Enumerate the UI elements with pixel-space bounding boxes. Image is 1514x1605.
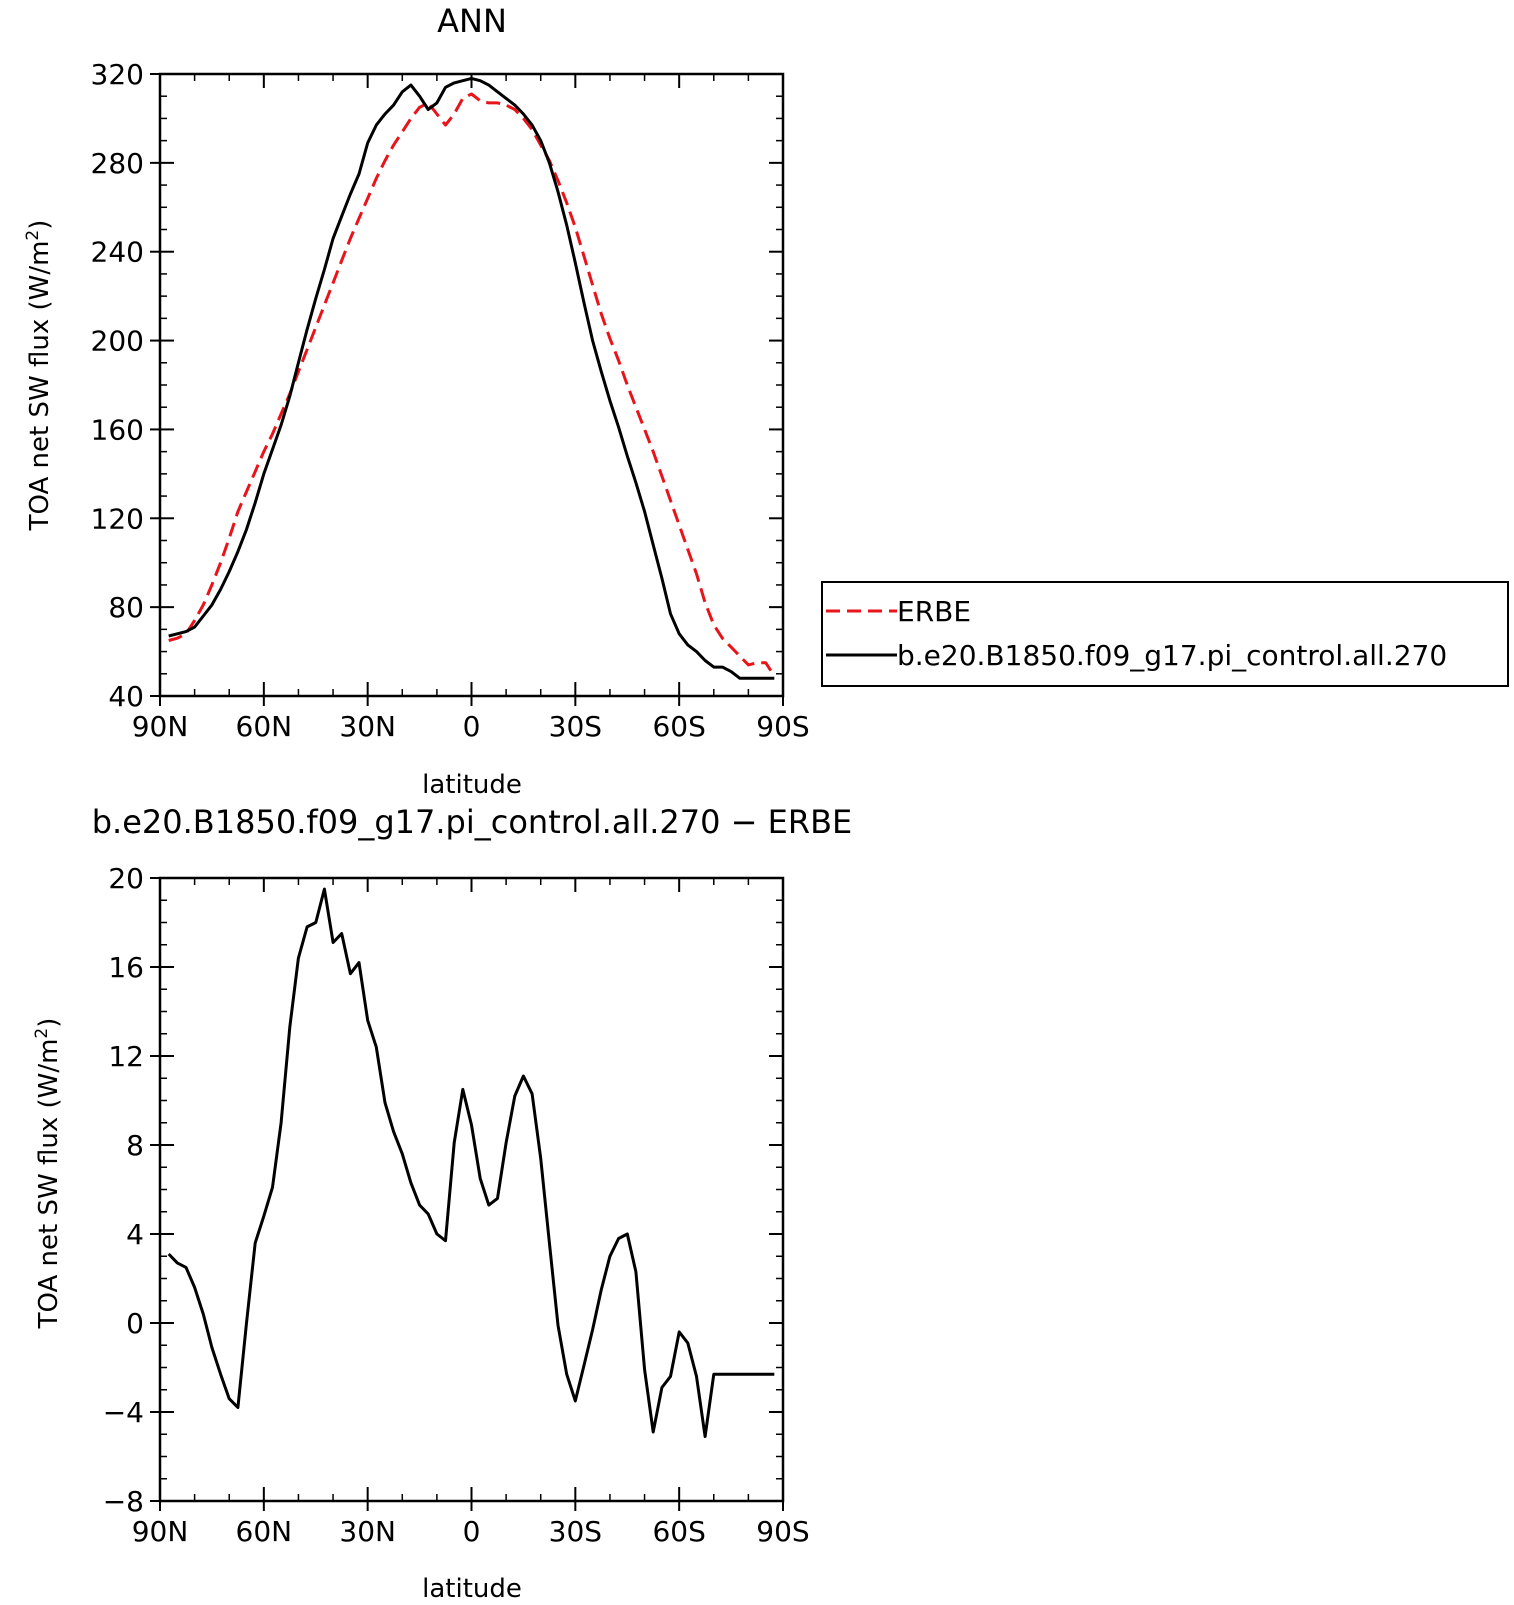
top-y-tick-label: 200 bbox=[91, 325, 144, 358]
bottom-y-tick-label: 12 bbox=[108, 1040, 144, 1073]
bottom-y-tick-label: 16 bbox=[108, 951, 144, 984]
legend-label-model: b.e20.B1850.f09_g17.pi_control.all.270 bbox=[897, 639, 1447, 672]
top-series-line-erbe bbox=[168, 92, 776, 677]
top-plot-frame bbox=[158, 72, 785, 698]
top-panel-mean-flux: ANN 90N 60N 30N 0 30S 60S 90S 40 80 120 160 200 240 2… bbox=[23, 2, 1509, 800]
bottom-y-tick-label: 0 bbox=[126, 1307, 144, 1340]
bottom-y-tick-label: −4 bbox=[103, 1396, 144, 1429]
bottom-y-tick-label: 8 bbox=[126, 1129, 144, 1162]
bottom-y-tick-label: 20 bbox=[108, 862, 144, 895]
top-x-tick-label: 60S bbox=[652, 710, 705, 743]
top-y-tick-label: 280 bbox=[91, 147, 144, 180]
top-panel-title: ANN bbox=[437, 2, 507, 40]
bottom-series-line-difference bbox=[167, 887, 775, 1438]
bottom-plot-frame bbox=[158, 876, 785, 1503]
bottom-plot-area: 90N 60N 30N 0 30S 60S 90S −8 −4 0 4 8 12 16 20 bbox=[103, 862, 810, 1548]
legend: ERBE b.e20.B1850.f09_g17.pi_control.all.… bbox=[821, 581, 1509, 687]
top-x-tick-label: 30S bbox=[549, 710, 602, 743]
top-y-tick-label: 80 bbox=[108, 591, 144, 624]
top-x-tick-label: 60N bbox=[236, 710, 293, 743]
top-x-tick-label: 0 bbox=[463, 710, 481, 743]
top-x-tick-label: 90S bbox=[756, 710, 809, 743]
bottom-x-tick-label: 0 bbox=[463, 1515, 481, 1548]
top-x-axis-label: latitude bbox=[422, 770, 522, 800]
top-y-tick-label: 320 bbox=[91, 58, 144, 91]
top-y-tick-label: 240 bbox=[91, 236, 144, 269]
bottom-panel-difference: b.e20.B1850.f09_g17.pi_control.all.270 −… bbox=[32, 803, 852, 1604]
bottom-x-tick-label: 60N bbox=[236, 1515, 293, 1548]
bottom-x-tick-label: 90N bbox=[132, 1515, 189, 1548]
top-y-axis-label: TOA net SW flux (W/m2) bbox=[23, 220, 55, 532]
top-plot-area: 90N 60N 30N 0 30S 60S 90S 40 80 120 160 200 240 280 32… bbox=[91, 58, 810, 743]
top-y-tick-label: 160 bbox=[91, 413, 144, 446]
bottom-x-axis-label: latitude bbox=[422, 1574, 522, 1604]
bottom-x-tick-label: 30N bbox=[339, 1515, 396, 1548]
top-y-tick-label: 120 bbox=[91, 502, 144, 535]
bottom-x-tick-label: 30S bbox=[549, 1515, 602, 1548]
bottom-x-tick-label: 90S bbox=[756, 1515, 809, 1548]
legend-box bbox=[821, 581, 1509, 687]
top-x-tick-label: 90N bbox=[132, 710, 189, 743]
legend-label-erbe: ERBE bbox=[897, 595, 971, 628]
bottom-y-tick-label: 4 bbox=[126, 1218, 144, 1251]
top-x-tick-label: 30N bbox=[339, 710, 396, 743]
top-y-tick-label: 40 bbox=[108, 680, 144, 713]
bottom-y-tick-label: −8 bbox=[103, 1485, 144, 1518]
top-series-line-model bbox=[168, 76, 775, 680]
bottom-panel-title: b.e20.B1850.f09_g17.pi_control.all.270 −… bbox=[92, 803, 853, 841]
bottom-y-axis-label: TOA net SW flux (W/m2) bbox=[32, 1018, 64, 1330]
bottom-x-tick-label: 60S bbox=[652, 1515, 705, 1548]
